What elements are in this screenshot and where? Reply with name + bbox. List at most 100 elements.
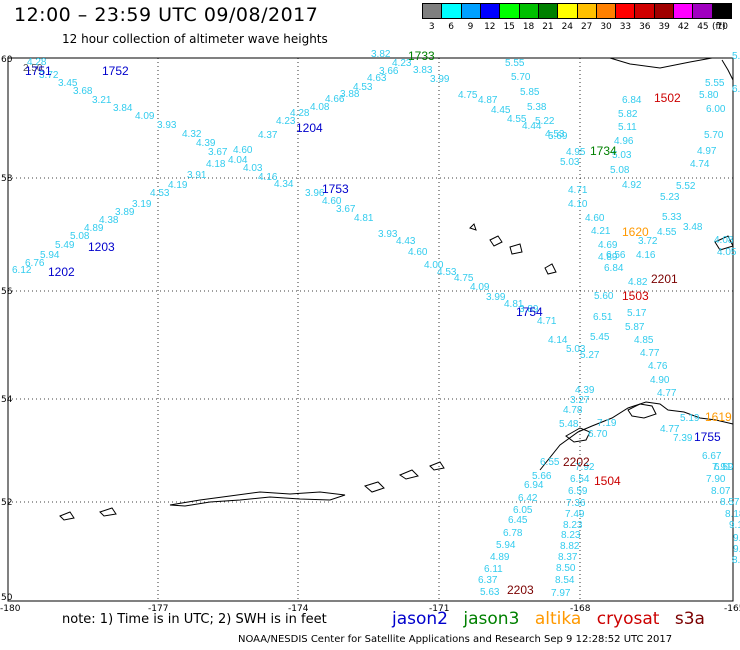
wave-height-value: 8.95 — [732, 555, 740, 566]
track-time-label: 2201 — [651, 272, 678, 286]
legend-color-bar — [422, 3, 732, 19]
track-time-label: 1203 — [88, 240, 115, 254]
aleutian-chain-4 — [429, 461, 445, 471]
wave-height-value: 5.03 — [560, 157, 580, 168]
wave-height-value: 5.11 — [618, 122, 637, 133]
satellite-name-jason3: jason3 — [463, 609, 520, 629]
track-time-label: 1619 — [705, 410, 732, 424]
wave-height-value: 3.93 — [378, 229, 398, 240]
wave-height-value: 6.54 — [570, 474, 590, 485]
kodiak-coast — [627, 403, 657, 419]
x-axis-labels: -180 -177 -174 -171 -168 -165 — [0, 604, 740, 614]
wave-height-value: 4.53 — [353, 82, 373, 93]
wave-height-value: 4.92 — [622, 180, 642, 191]
y-tick-label: 56 — [1, 287, 13, 297]
track-time-label: 1503 — [622, 289, 649, 303]
wave-height-value: 4.96 — [614, 136, 634, 147]
track-time-label: 1755 — [694, 430, 721, 444]
wave-height-value: 7.19 — [597, 418, 617, 429]
wave-height-value: 9.41 — [733, 533, 740, 544]
wave-height-value: 4.78 — [563, 405, 583, 416]
wave-height-value: 3.27 — [570, 395, 590, 406]
legend-tick-labels: 3 6 9 12 15 18 21 24 27 30 33 36 39 42 45 70 — [422, 22, 732, 34]
legend-label: 30 — [600, 22, 612, 32]
wave-height-value: 7.49 — [565, 509, 585, 520]
wave-height-value: 3.99 — [486, 292, 506, 303]
wave-height-value: 6.76 — [25, 258, 45, 269]
legend-swatch — [480, 4, 501, 18]
wave-height-value: 6.51 — [593, 312, 613, 323]
wave-height-value: 4.53 — [150, 188, 170, 199]
wave-height-value: 7.91 — [712, 462, 732, 473]
legend-label: 24 — [561, 22, 574, 32]
wave-height-value: 6.55 — [540, 457, 560, 468]
wave-height-value: 7.90 — [706, 474, 726, 485]
wave-height-value: 4.23 — [392, 58, 412, 69]
satellite-name-altika: altika — [534, 609, 582, 629]
wave-height-value: 5.70 — [704, 130, 724, 141]
wave-height-value: 3.72 — [39, 70, 59, 81]
wave-height-value: 3.89 — [115, 207, 135, 218]
wave-height-value: 6.84 — [622, 95, 642, 106]
island-nunivak — [714, 235, 734, 251]
pribilof-island-3 — [544, 263, 557, 275]
wave-height-value: 4.66 — [325, 94, 345, 105]
aleutian-chain-3 — [398, 469, 419, 480]
wave-height-value: 8.82 — [560, 541, 580, 552]
legend-label: 33 — [619, 22, 632, 32]
wave-height-value: 5.60 — [594, 291, 614, 302]
legend-label: 9 — [467, 22, 474, 32]
track-time-label: 1752 — [102, 64, 129, 78]
wave-height-value: 3.84 — [113, 103, 133, 114]
legend-label: 27 — [580, 22, 593, 32]
track-time-label: 1504 — [594, 474, 621, 488]
wave-height-value: 8.23 — [563, 520, 583, 531]
wave-height-value: 5.85 — [520, 87, 540, 98]
wave-height-value: 5.19 — [680, 413, 700, 424]
track-time-label: 1734 — [590, 144, 617, 158]
wave-height-value: 3.48 — [683, 222, 703, 233]
y-tick-label: 54 — [1, 395, 13, 405]
wave-height-value: 4.76 — [648, 361, 668, 372]
legend-swatch — [635, 4, 655, 18]
wave-height-value: 4.19 — [168, 180, 188, 191]
wave-height-value: 5.38 — [527, 102, 547, 113]
track-time-label: 1754 — [516, 305, 543, 319]
wave-height-value: 4.97 — [697, 146, 717, 157]
wave-height-value: 8.07 — [711, 486, 731, 497]
satellite-key: jason2 jason3 altika cryosat s3a — [392, 609, 715, 629]
wave-height-value: 5.08 — [70, 231, 90, 242]
legend-label: 15 — [503, 22, 515, 32]
wave-height-value: 4.16 — [636, 250, 656, 261]
track-time-label: 1204 — [296, 121, 323, 135]
wave-height-value: 4.60 — [408, 247, 428, 258]
wave-height-value: 6.12 — [12, 265, 32, 276]
legend-swatch — [500, 4, 520, 18]
satellite-name-cryosat: cryosat — [596, 609, 660, 629]
map-title: 12:00 – 23:59 UTC 09/08/2017 — [14, 4, 319, 26]
legend-swatch — [577, 4, 597, 18]
wave-height-value: 4.77 — [657, 388, 677, 399]
track-time-label: 1620 — [622, 225, 649, 239]
wave-height-value: 5.23 — [732, 51, 740, 62]
wave-height-value: 4.81 — [354, 213, 374, 224]
x-tick-label: -165 — [724, 604, 740, 614]
wave-height-value: 4.60 — [585, 213, 605, 224]
legend-label: 45 — [697, 22, 709, 32]
wave-height-value: 4.53 — [545, 129, 565, 140]
track-time-label: 1733 — [408, 49, 435, 63]
wave-height-value: 3.82 — [371, 49, 391, 60]
wave-height-value: 4.95 — [566, 147, 586, 158]
wave-height-value: 2.50 — [23, 63, 43, 74]
wave-height-value: 6.67 — [702, 451, 722, 462]
wave-height-value: 7.97 — [551, 588, 571, 599]
wave-height-value: 4.77 — [660, 424, 680, 435]
legend-swatch — [616, 4, 636, 18]
satellite-name-s3a: s3a — [674, 609, 705, 629]
x-tick-label: -171 — [429, 604, 449, 614]
wave-height-value: 4.75 — [454, 273, 474, 284]
wave-height-value: 4.39 — [575, 385, 595, 396]
wave-height-value: 4.28 — [27, 57, 47, 68]
wave-height-value: 4.28 — [290, 108, 310, 119]
